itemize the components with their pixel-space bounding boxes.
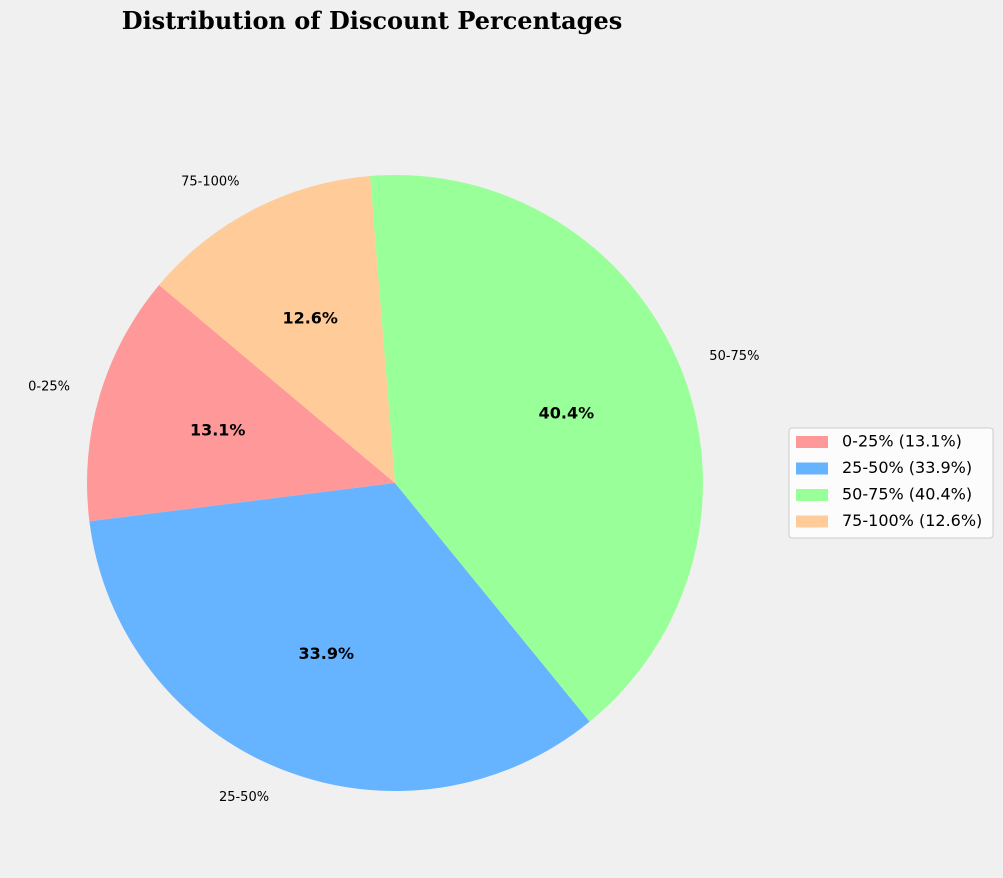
legend-swatch-75-100	[796, 515, 828, 528]
legend-frame	[788, 427, 994, 539]
legend-swatch-25-50	[796, 462, 828, 475]
pie-slice-25-50	[89, 483, 590, 792]
slice-label-25-50: 25-50%	[219, 790, 269, 805]
pie-percent-labels: 13.1% 33.9% 40.4% 12.6%	[190, 308, 594, 663]
pie-slice-50-75	[370, 175, 704, 722]
legend-swatch-0-25	[796, 436, 828, 448]
slice-label-50-75: 50-75%	[709, 349, 759, 364]
legend-label-0-25: 0-25% (13.1%)	[842, 432, 962, 451]
legend-label-75-100: 75-100% (12.6%)	[842, 511, 982, 530]
pie-slice-0-25	[86, 285, 396, 522]
percent-label-50-75: 40.4%	[539, 404, 595, 423]
legend-label-25-50: 25-50% (33.9%)	[842, 458, 972, 477]
pie-slice-75-100	[159, 176, 395, 483]
legend-swatch-50-75	[796, 489, 828, 501]
slice-label-0-25: 0-25%	[28, 380, 70, 395]
percent-label-25-50: 33.9%	[299, 644, 355, 663]
chart-legend: 0-25% (13.1%) 25-50% (33.9%) 50-75% (40.4%…	[788, 427, 994, 539]
percent-label-0-25: 13.1%	[190, 420, 246, 439]
legend-label-50-75: 50-75% (40.4%)	[842, 485, 972, 504]
chart-title: Distribution of Discount Percentages	[122, 6, 622, 35]
pie-slice-labels: 0-25% 25-50% 50-75% 75-100%	[28, 175, 759, 806]
slice-label-75-100: 75-100%	[181, 175, 239, 190]
percent-label-75-100: 12.6%	[282, 308, 338, 327]
pie-slices	[86, 175, 704, 792]
